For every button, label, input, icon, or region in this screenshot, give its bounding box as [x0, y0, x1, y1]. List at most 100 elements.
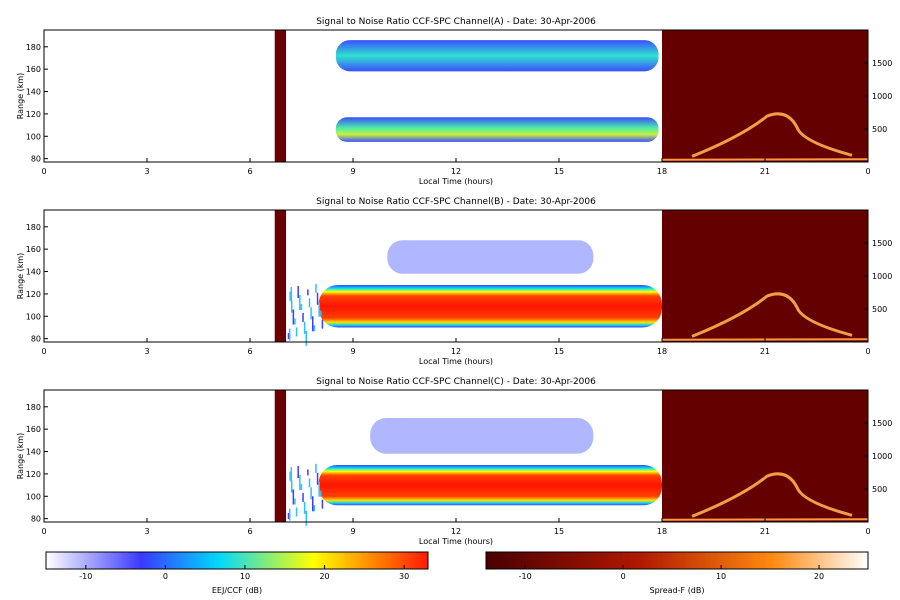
y-tick-label: 180: [26, 403, 41, 412]
echo-layer: [370, 417, 594, 454]
spread-f-plume: [691, 112, 853, 158]
colorbar-tick-label: 0: [163, 572, 168, 581]
right-tick-label: 500: [872, 305, 887, 314]
y-tick-label: 120: [26, 470, 41, 479]
echo-speckle: [294, 318, 296, 325]
noise-strip: [274, 30, 287, 162]
x-tick-label: 12: [451, 527, 461, 536]
y-tick-label: 140: [26, 268, 41, 277]
chart-title: Signal to Noise Ratio CCF-SPC Channel(C)…: [316, 377, 596, 387]
echo-speckle: [292, 489, 295, 505]
x-tick-label: 0: [865, 347, 870, 356]
echo-speckle: [315, 283, 317, 293]
echo-layer: [335, 117, 659, 142]
right-tick-label: 500: [872, 125, 887, 134]
echo-speckle: [310, 307, 312, 320]
echo-layer: [318, 284, 662, 328]
colorbar-tick-label: 10: [716, 572, 726, 581]
colorbar-tick-label: 20: [319, 572, 329, 581]
echo-speckle: [299, 475, 301, 491]
colorbar-gradient: [485, 551, 869, 570]
right-tick-label: 1500: [872, 239, 892, 248]
echo-speckle: [307, 469, 309, 476]
rti-panel: Signal to Noise Ratio CCF-SPC Channel(A)…: [16, 17, 892, 186]
echo-speckle: [292, 309, 295, 325]
right-tick-label: 1500: [872, 59, 892, 68]
x-tick-label: 3: [144, 167, 149, 176]
echo-speckle: [307, 289, 309, 296]
x-tick-label: 9: [350, 167, 355, 176]
x-tick-label: 9: [350, 527, 355, 536]
echo-speckle: [321, 499, 324, 509]
echo-speckle: [300, 303, 303, 310]
y-tick-label: 180: [26, 223, 41, 232]
echo-speckle: [311, 316, 314, 332]
y-tick-label: 120: [26, 290, 41, 299]
x-axis-label: Local Time (hours): [419, 177, 493, 186]
echo-speckle: [295, 327, 298, 337]
right-tick-label: 1000: [872, 272, 892, 281]
y-tick-label: 120: [26, 110, 41, 119]
echo-layer: [335, 40, 659, 72]
echo-speckle: [311, 496, 314, 512]
echo-speckle: [308, 478, 311, 488]
colorbar-label: Spread-F (dB): [649, 586, 704, 595]
y-tick-label: 80: [31, 155, 41, 164]
y-tick-label: 100: [26, 312, 41, 321]
echo-speckle: [313, 325, 316, 332]
y-tick-label: 140: [26, 88, 41, 97]
echo-speckle: [290, 467, 293, 483]
x-tick-label: 21: [760, 167, 770, 176]
right-tick-label: 1000: [872, 92, 892, 101]
colorbar: -10 0 10 20 Spread-F (dB): [485, 551, 869, 595]
echo-speckle: [305, 330, 308, 346]
noise-strip: [274, 390, 287, 522]
x-tick-label: 3: [144, 347, 149, 356]
x-tick-label: 15: [554, 167, 564, 176]
echo-speckle: [318, 481, 320, 497]
y-tick-label: 80: [31, 515, 41, 524]
x-tick-label: 9: [350, 347, 355, 356]
colorbar-gradient: [45, 551, 429, 570]
echo-layer: [318, 464, 662, 506]
echo-speckle: [313, 505, 316, 512]
colorbar-tick-label: 0: [621, 572, 626, 581]
x-tick-label: 0: [865, 527, 870, 536]
y-tick-label: 100: [26, 132, 41, 141]
x-tick-label: 3: [144, 527, 149, 536]
x-tick-label: 0: [41, 167, 46, 176]
chart-title: Signal to Noise Ratio CCF-SPC Channel(A)…: [316, 17, 596, 27]
spread-f-panel: [662, 210, 868, 342]
right-tick-label: 500: [872, 485, 887, 494]
x-tick-label: 12: [451, 167, 461, 176]
y-axis-label: Range (km): [16, 253, 25, 300]
x-tick-label: 18: [657, 167, 667, 176]
y-tick-label: 160: [26, 245, 41, 254]
spread-f-plume: [691, 292, 853, 338]
x-tick-label: 18: [657, 527, 667, 536]
right-tick-label: 1000: [872, 452, 892, 461]
echo-speckle: [316, 472, 319, 485]
echo-speckle: [320, 310, 322, 317]
colorbar: -10 0 10 20 30 EEJ/CCF (dB): [45, 551, 429, 595]
chart-title: Signal to Noise Ratio CCF-SPC Channel(B)…: [316, 197, 596, 207]
spread-f-plume: [691, 472, 853, 518]
rti-panel: Signal to Noise Ratio CCF-SPC Channel(B)…: [16, 197, 892, 366]
x-tick-label: 15: [554, 527, 564, 536]
x-tick-label: 21: [760, 527, 770, 536]
right-tick-label: 1500: [872, 419, 892, 428]
echo-speckle: [294, 498, 296, 505]
echo-speckle: [297, 286, 299, 299]
y-tick-label: 140: [26, 448, 41, 457]
echo-speckle: [290, 287, 293, 303]
y-axis-label: Range (km): [16, 433, 25, 480]
echo-speckle: [308, 298, 311, 308]
echo-speckle: [290, 480, 293, 493]
y-tick-label: 100: [26, 492, 41, 501]
echo-speckle: [303, 501, 306, 514]
y-axis-label: Range (km): [16, 73, 25, 120]
echo-speckle: [315, 463, 317, 473]
x-tick-label: 12: [451, 347, 461, 356]
echo-layer: [387, 240, 594, 274]
